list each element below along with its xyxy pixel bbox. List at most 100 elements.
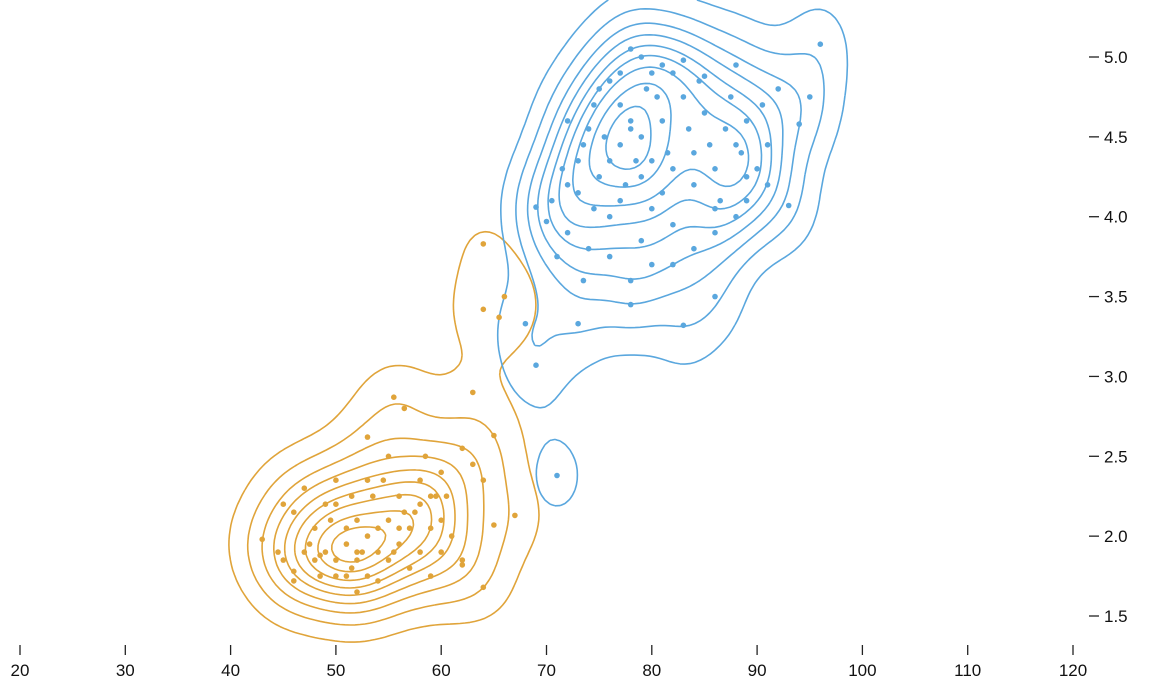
x-tick-label: 20 [11, 661, 30, 680]
x-tick-label: 80 [642, 661, 661, 680]
orange-data-point [496, 314, 502, 321]
blue-data-point [712, 293, 718, 300]
blue-data-point [764, 142, 771, 148]
orange-data-point [406, 525, 413, 531]
blue-data-point [649, 158, 655, 164]
orange-contour-9 [331, 526, 387, 563]
blue-data-point [685, 126, 692, 132]
blue-data-point [733, 213, 739, 220]
y-tick-label: 2.5 [1104, 447, 1128, 466]
orange-data-point [448, 533, 455, 539]
orange-data-point [317, 552, 323, 559]
orange-data-point [396, 541, 402, 547]
blue-data-point [585, 126, 592, 132]
orange-contour-4 [273, 455, 469, 605]
orange-data-point [459, 445, 466, 452]
orange-data-point [459, 557, 466, 563]
x-tick-label: 30 [116, 661, 135, 680]
orange-data-point [391, 394, 397, 401]
blue-data-point [543, 218, 550, 225]
y-tick-label: 4.0 [1104, 208, 1128, 227]
blue-data-point [701, 110, 708, 116]
blue-data-point [712, 205, 718, 212]
blue-data-point [575, 158, 581, 164]
blue-data-point [622, 182, 629, 188]
orange-contour-1 [228, 230, 540, 643]
blue-data-point [722, 126, 729, 132]
orange-data-point [417, 549, 423, 555]
orange-data-point [364, 533, 371, 539]
orange-data-point [333, 557, 339, 563]
blue-data-point [680, 322, 687, 329]
blue-data-point [580, 277, 587, 284]
orange-data-point [443, 493, 450, 500]
blue-data-point [733, 62, 739, 68]
orange-data-point [480, 306, 487, 313]
x-tick-label: 70 [537, 661, 556, 680]
blue-data-point [627, 277, 634, 284]
orange-data-point [491, 522, 497, 528]
orange-data-point [354, 557, 360, 563]
orange-data-point [412, 509, 418, 515]
x-axis: 20 30 40 50 60 70 80 90 100 110 120 [11, 645, 1087, 680]
orange-data-point [312, 557, 318, 563]
orange-data-point [301, 549, 308, 555]
orange-data-point [370, 493, 376, 500]
blue-data-point [649, 261, 655, 268]
orange-data-point [375, 578, 381, 584]
orange-data-point [322, 501, 329, 508]
blue-data-point [659, 190, 666, 196]
blue-data-point [627, 301, 634, 308]
orange-data-point [438, 517, 445, 523]
orange-data-point [385, 557, 392, 563]
orange-data-point [433, 493, 439, 500]
blue-data-point [775, 86, 781, 92]
blue-data-point [564, 182, 571, 188]
orange-data-point [333, 501, 339, 508]
blue-data-point [649, 205, 655, 212]
blue-data-point [575, 320, 581, 327]
blue-data-point [564, 229, 571, 236]
blue-data-point [796, 121, 802, 127]
blue-data-point [759, 102, 766, 108]
blue-data-point [638, 174, 645, 180]
y-tick-label: 5.0 [1104, 48, 1128, 67]
blue-data-point [649, 70, 655, 76]
blue-data-point [701, 73, 708, 79]
orange-contour-5 [283, 469, 456, 597]
orange-data-point [480, 584, 487, 591]
orange-data-point [364, 477, 371, 484]
blue-data-point [654, 94, 660, 100]
blue-data-point [638, 237, 645, 244]
orange-data-point [375, 549, 381, 555]
orange-data-point [343, 525, 350, 531]
blue-data-point [817, 41, 824, 47]
blue-contour-9 [605, 105, 652, 170]
orange-data-point [327, 517, 334, 523]
orange-data-point [359, 549, 366, 555]
blue-data-point [564, 118, 571, 124]
y-tick-label: 3.0 [1104, 367, 1128, 386]
orange-data-point [470, 389, 476, 396]
blue-data-point [659, 62, 666, 68]
blue-data-point [743, 174, 750, 180]
blue-data-point [601, 134, 608, 140]
blue-data-point [591, 205, 597, 212]
orange-data-point [401, 509, 408, 515]
orange-data-point [438, 469, 445, 476]
y-tick-label: 3.5 [1104, 288, 1128, 307]
blue-data-point [627, 118, 634, 124]
orange-data-point [427, 493, 434, 500]
blue-contour-1 [496, 0, 849, 507]
blue-data-point [585, 245, 592, 252]
blue-data-point [596, 86, 602, 92]
blue-data-point [785, 202, 792, 209]
blue-contour-7 [572, 66, 750, 207]
orange-data-point [480, 477, 487, 484]
orange-data-point [385, 517, 392, 523]
orange-data-point [301, 485, 308, 492]
x-tick-label: 100 [848, 661, 876, 680]
orange-contour-2 [246, 403, 510, 626]
blue-data-point [764, 182, 771, 188]
